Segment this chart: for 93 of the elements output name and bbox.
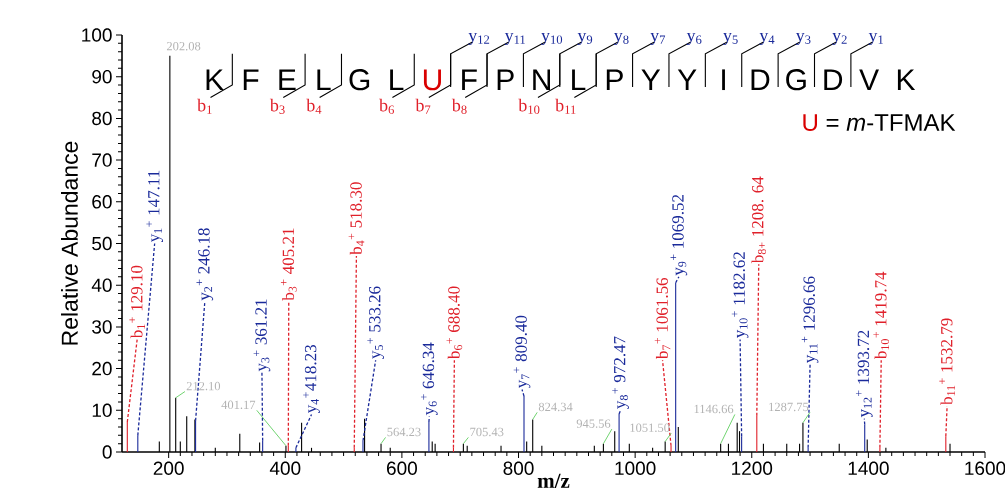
annotation: y$_{12}$ — [468, 32, 490, 46]
annotation: Y — [641, 69, 661, 91]
x-tick-label: 400 — [269, 461, 301, 475]
x-tick-label: 1200 — [732, 461, 773, 475]
y-tick-label: 100 — [82, 28, 112, 42]
annotation: y$_{6}$ — [686, 32, 702, 46]
annotation: D — [751, 69, 770, 91]
y-tick-label: 40 — [91, 278, 112, 292]
annotation: y$_{9}$$^{+}$ 1069.52 — [670, 194, 688, 276]
annotation: K — [897, 69, 916, 91]
annotation: b$_{3}$ — [269, 98, 285, 114]
annotation: 1051.50 — [630, 423, 670, 433]
annotation: b$_{11}$$^{+}$ 1532.79 — [939, 318, 955, 405]
annotation: E — [279, 69, 296, 91]
annotation: 824.34 — [538, 402, 573, 412]
annotation: y$_{1}$$^{+}$ 147.11 — [146, 170, 163, 243]
annotation: y$_{12}$$^{+}$ 1393.72 — [855, 330, 873, 418]
annotation: y$_{10}$ — [541, 32, 563, 46]
annotation: y$_{7}$$^{+}$ 809.40 — [513, 315, 531, 389]
annotation: y$_{5}$$^{+}$ 533.26 — [367, 286, 384, 359]
annotation: y$_{7}$ — [650, 32, 666, 46]
annotation: 401.17 — [221, 400, 256, 410]
x-tick-label: 1000 — [615, 461, 656, 475]
annotation: y$_{10}$$^{+}$ 1182.62 — [731, 252, 749, 339]
annotation: 1146.66 — [694, 404, 734, 414]
annotation: = m-TFMAK — [826, 114, 956, 131]
annotation: G — [786, 69, 806, 91]
annotation: N — [533, 69, 550, 91]
y-tick-label: 60 — [92, 195, 112, 209]
y-axis-title: Relative Abundance — [61, 141, 78, 345]
annotation: y$_{9}$ — [577, 32, 593, 46]
annotation: I — [722, 69, 725, 91]
annotation: 945.56 — [576, 419, 611, 428]
annotation: y$_{4}$ — [759, 32, 775, 46]
annotation: y$_{2}$ — [832, 32, 847, 46]
y-tick-label: 90 — [92, 69, 112, 84]
y-tick-label: 0 — [102, 445, 112, 459]
annotation: b$_{6}$ — [379, 98, 394, 114]
annotation: b$_{4}$$^{+}$ 518.30 — [348, 182, 365, 255]
annotation: b$_{6}$$^{+}$ 688.40 — [446, 286, 463, 360]
annotation: y$_{2}$$^{+}$ 246.18 — [196, 228, 214, 301]
annotation: 564.23 — [387, 427, 421, 437]
annotation: b$_{8+}$ 1208. 64 — [751, 176, 766, 264]
annotation: b$_{3}$$^{+}$ 405.21 — [280, 228, 297, 301]
y-tick-label: 80 — [92, 111, 112, 126]
annotation: y$_{1}$ — [868, 32, 883, 46]
x-tick-label: 200 — [153, 461, 184, 475]
annotation: 202.08 — [166, 41, 201, 51]
annotation: b$_{10}$ — [518, 98, 540, 114]
annotation: b$_{1}$ — [197, 98, 212, 114]
annotation: b$_{10}$$^{+}$ 1419.74 — [873, 271, 890, 360]
annotation: U — [803, 114, 818, 131]
y-tick-label: 20 — [92, 361, 112, 376]
annotation: b$_{11}$ — [555, 98, 576, 114]
annotation: y$_{6}$$^{+}$ 646.34 — [420, 342, 438, 416]
annotation: y$_{11}$ — [504, 32, 525, 46]
annotation: G — [349, 69, 370, 91]
annotation: b$_{4}$ — [306, 98, 322, 114]
annotation: P — [497, 69, 514, 91]
y-tick-label: 50 — [92, 236, 112, 251]
annotation: K — [206, 69, 224, 91]
annotation: y$_{5}$ — [723, 32, 738, 46]
annotation: F — [462, 69, 477, 91]
annotation: L — [390, 69, 404, 91]
x-tick-label: 1600 — [965, 461, 1005, 475]
annotation: y$_{11}$$^{+}$ 1296.66 — [801, 276, 819, 364]
annotation: b$_{7}$$^{+}$ 1061.56 — [654, 277, 671, 360]
annotation: b$_{7}$ — [415, 98, 431, 114]
x-tick-label: 1400 — [848, 461, 889, 475]
y-tick-label: 70 — [92, 153, 112, 167]
annotation: y$_{8}$ — [613, 32, 629, 46]
annotation: Y — [677, 69, 697, 91]
annotation: y$_{4}$$^{+}$418.23 — [303, 345, 320, 414]
annotation: 1287.75 — [769, 402, 809, 412]
annotation: y$_{3}$ — [795, 32, 811, 46]
annotation: V — [859, 69, 879, 91]
annotation: U — [423, 69, 441, 91]
annotation: b$_{8}$ — [451, 98, 467, 114]
annotation: b$_{1}$$^{+}$ 129.10 — [129, 265, 145, 339]
annotation: y$_{8}$$^{+}$ 972.47 — [612, 336, 629, 409]
annotation: P — [606, 69, 623, 91]
x-axis-title: m/z — [537, 473, 570, 488]
annotation: 705.43 — [470, 427, 504, 437]
annotation: L — [572, 69, 586, 91]
y-tick-label: 30 — [92, 320, 112, 334]
annotation: y$_{3}$$^{+}$ 361.21 — [253, 299, 271, 372]
y-tick-label: 10 — [92, 403, 112, 418]
annotation: 212.10 — [186, 381, 221, 391]
x-tick-label: 800 — [503, 461, 534, 475]
annotation: L — [317, 69, 331, 91]
annotation: F — [243, 69, 259, 91]
annotation: D — [824, 69, 843, 91]
x-tick-label: 600 — [387, 461, 417, 475]
